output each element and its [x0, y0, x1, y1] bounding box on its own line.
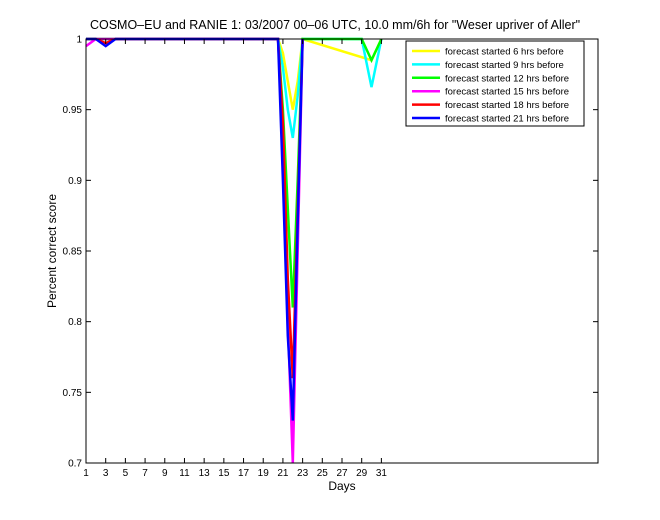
x-tick-label: 25 [317, 468, 329, 479]
x-tick-label: 7 [142, 468, 148, 479]
y-tick-label: 0.9 [68, 176, 82, 187]
legend: forecast started 6 hrs before forecast st… [405, 40, 585, 127]
x-tick-label: 19 [258, 468, 270, 479]
y-tick-label: 0.75 [63, 388, 83, 399]
y-tick-label: 0.85 [63, 247, 83, 258]
x-tick-label: 17 [238, 468, 250, 479]
y-tick-label: 0.7 [68, 459, 82, 470]
x-tick-label: 3 [103, 468, 109, 479]
x-tick-label: 23 [297, 468, 309, 479]
x-tick-label: 1 [83, 468, 89, 479]
x-tick-label: 21 [277, 468, 289, 479]
series-line-5 [86, 37, 304, 421]
x-tick-label: 29 [356, 468, 368, 479]
y-tick-label: 0.8 [68, 317, 82, 328]
y-axis-label: Percent correct score [45, 194, 59, 308]
x-tick-label: 15 [218, 468, 230, 479]
y-tick-label: 1 [76, 35, 82, 46]
legend-entry-4: forecast started 18 hrs before [445, 100, 569, 111]
legend-entry-2: forecast started 12 hrs before [445, 73, 569, 84]
x-tick-label: 11 [179, 468, 190, 479]
y-tick-label: 0.95 [63, 105, 83, 116]
y-axis: 0.7 0.75 0.8 0.85 0.9 0.95 1 [63, 35, 598, 470]
x-axis-label: Days [328, 479, 355, 493]
legend-box [405, 40, 585, 127]
x-axis: 1 3 5 7 9 11 13 15 17 19 21 23 25 27 29 31 [83, 39, 387, 479]
x-tick-label: 13 [199, 468, 211, 479]
x-tick-label: 5 [123, 468, 129, 479]
legend-entry-1: forecast started 9 hrs before [445, 60, 564, 71]
x-tick-label: 27 [336, 468, 348, 479]
x-tick-label: 9 [162, 468, 168, 479]
legend-entry-5: forecast started 21 hrs before [445, 114, 569, 125]
x-tick-label: 31 [376, 468, 388, 479]
legend-entry-0: forecast started 6 hrs before [445, 47, 564, 58]
legend-entry-3: forecast started 15 hrs before [445, 87, 569, 98]
chart-title: COSMO–EU and RANIE 1: 03/2007 00–06 UTC,… [90, 18, 580, 32]
